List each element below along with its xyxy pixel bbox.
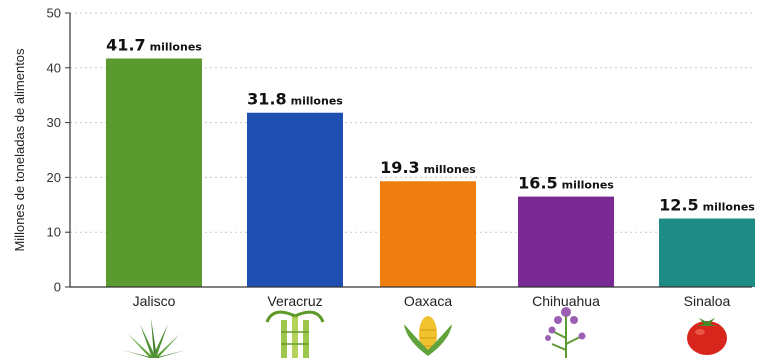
- y-ticks: 0 10 20 30 40 50: [47, 6, 70, 295]
- y-tick-label: 10: [47, 225, 61, 240]
- alfalfa-flower-icon: [545, 307, 586, 358]
- category-label: Sinaloa: [684, 293, 731, 309]
- value-number: 19.3: [380, 158, 419, 177]
- category-labels: Jalisco Veracruz Oaxaca Chihuahua Sinaloa: [133, 293, 731, 309]
- y-tick-label: 30: [47, 115, 61, 130]
- y-axis-label: Millones de toneladas de alimentos: [12, 48, 27, 252]
- bar-veracruz: [247, 112, 343, 288]
- value-unit: millones: [703, 201, 756, 214]
- value-label: 19.3 millones: [380, 158, 476, 177]
- value-label: 12.5 millones: [659, 196, 755, 215]
- y-tick-label: 0: [54, 280, 61, 295]
- y-tick-label: 20: [47, 170, 61, 185]
- bar-jalisco: [106, 58, 202, 287]
- value-unit: millones: [424, 163, 477, 176]
- value-unit: millones: [150, 40, 203, 53]
- y-tick-label: 40: [47, 60, 61, 75]
- category-label: Veracruz: [267, 293, 322, 309]
- value-label: 31.8 millones: [247, 90, 343, 109]
- corn-icon: [404, 316, 452, 356]
- value-number: 12.5: [659, 196, 698, 215]
- crop-icons: [122, 307, 727, 358]
- category-label: Chihuahua: [532, 293, 600, 309]
- bars: [106, 58, 755, 288]
- value-number: 31.8: [247, 90, 286, 109]
- category-label: Oaxaca: [404, 293, 452, 309]
- value-number: 41.7: [106, 35, 145, 54]
- bar-chihuahua: [518, 196, 614, 287]
- sugarcane-icon: [265, 310, 325, 358]
- category-label: Jalisco: [133, 293, 176, 309]
- value-label: 41.7 millones: [106, 35, 202, 54]
- agave-icon: [122, 318, 186, 358]
- y-tick-label: 50: [47, 6, 61, 21]
- value-unit: millones: [291, 95, 344, 108]
- bar-oaxaca: [380, 181, 476, 287]
- value-label: 16.5 millones: [518, 174, 614, 193]
- value-number: 16.5: [518, 174, 557, 193]
- tomato-icon: [687, 318, 727, 355]
- bar-sinaloa: [659, 218, 755, 287]
- value-unit: millones: [562, 179, 615, 192]
